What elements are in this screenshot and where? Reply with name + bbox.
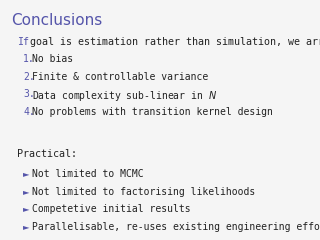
Text: No problems with transition kernel design: No problems with transition kernel desig…	[32, 107, 273, 117]
Text: Not limited to factorising likelihoods: Not limited to factorising likelihoods	[32, 187, 255, 197]
Text: Parallelisable, re-uses existing engineering effort: Parallelisable, re-uses existing enginee…	[32, 222, 320, 232]
Text: 2.: 2.	[23, 72, 35, 82]
Text: Practical:: Practical:	[17, 149, 77, 159]
Text: Data complexity sub-linear in $N$: Data complexity sub-linear in $N$	[32, 89, 217, 103]
Text: goal is estimation rather than simulation, we arrive at: goal is estimation rather than simulatio…	[24, 37, 320, 47]
Text: 3.: 3.	[23, 89, 35, 99]
Text: Conclusions: Conclusions	[11, 13, 102, 28]
Text: 1.: 1.	[23, 54, 35, 64]
Text: Not limited to MCMC: Not limited to MCMC	[32, 169, 143, 179]
Text: ►: ►	[23, 222, 30, 231]
Text: ►: ►	[23, 204, 30, 213]
Text: No bias: No bias	[32, 54, 73, 64]
Text: If: If	[17, 37, 29, 47]
Text: ►: ►	[23, 169, 30, 178]
Text: Finite & controllable variance: Finite & controllable variance	[32, 72, 208, 82]
Text: 4.: 4.	[23, 107, 35, 117]
Text: ►: ►	[23, 187, 30, 196]
Text: Competetive initial results: Competetive initial results	[32, 204, 190, 214]
